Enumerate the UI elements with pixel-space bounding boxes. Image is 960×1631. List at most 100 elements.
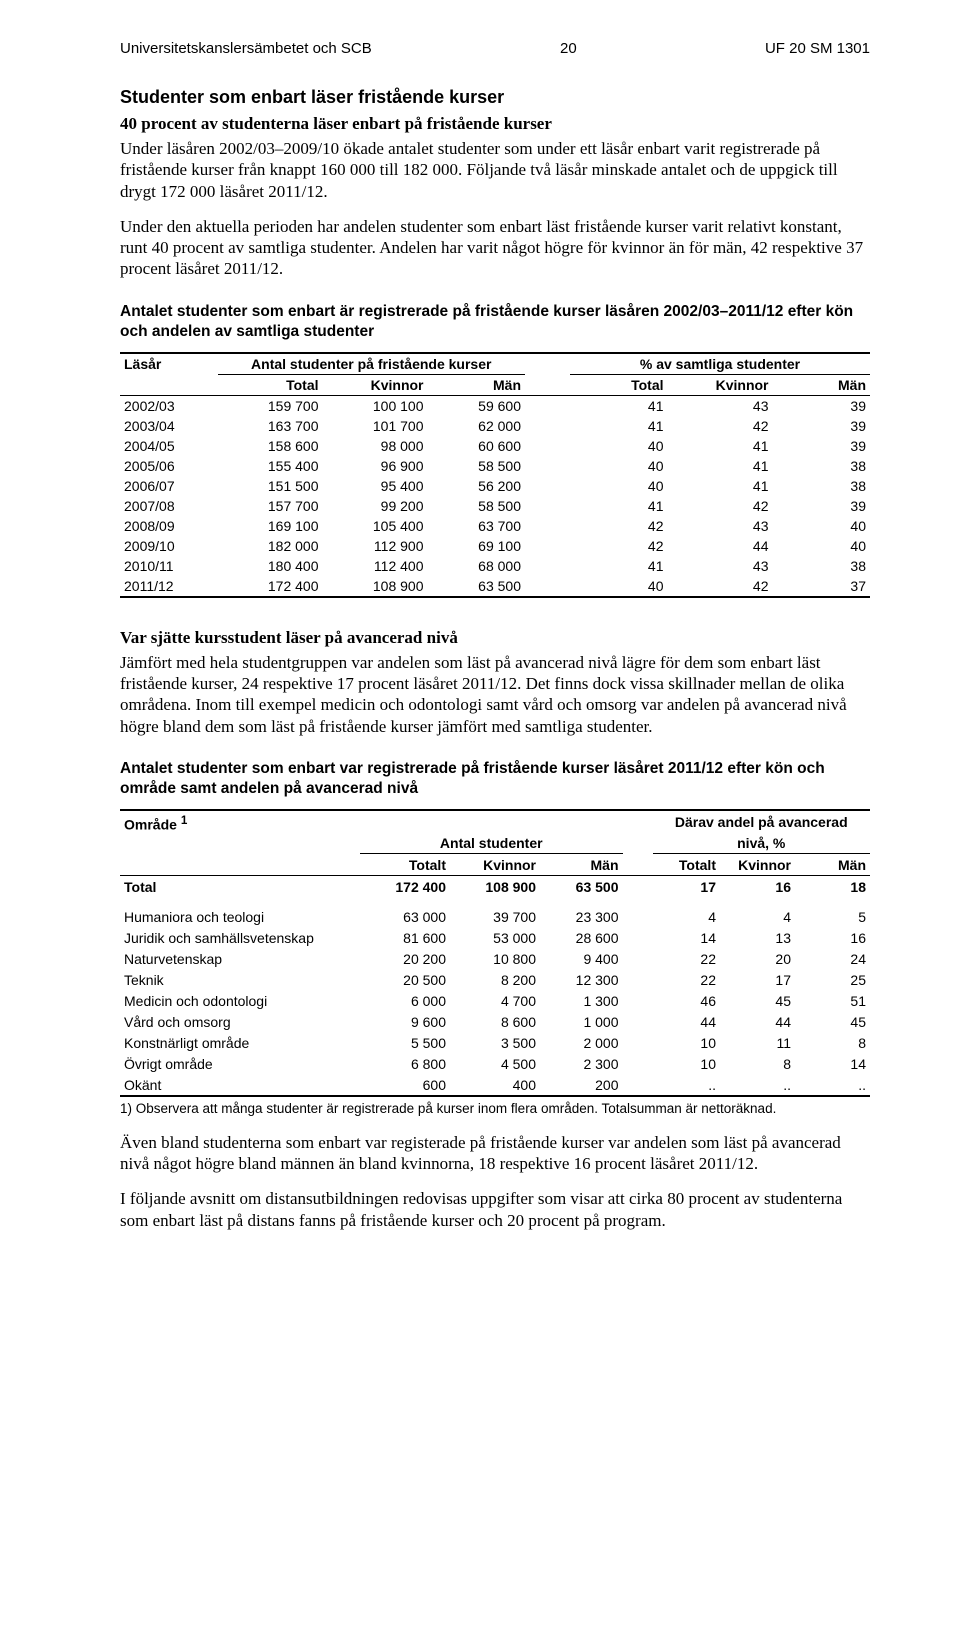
body-paragraph: Under den aktuella perioden har andelen … <box>120 216 870 280</box>
table-cell: 17 <box>720 969 795 990</box>
table-cell: 163 700 <box>218 416 323 436</box>
col-group-label: Antal studenter <box>360 810 623 854</box>
table-cell: 43 <box>668 395 773 416</box>
table-cell: Teknik <box>120 969 360 990</box>
table-cell: 158 600 <box>218 436 323 456</box>
table-cell: 43 <box>668 516 773 536</box>
table-cell: 108 900 <box>450 876 540 898</box>
section-heading: Studenter som enbart läser fristående ku… <box>120 87 870 108</box>
table-cell: Total <box>120 876 360 898</box>
table-cell: 11 <box>720 1032 795 1053</box>
table-cell: 44 <box>668 536 773 556</box>
page-header: Universitetskanslersämbetet och SCB 20 U… <box>120 40 870 57</box>
table-cell: 43 <box>668 556 773 576</box>
table-cell: 39 700 <box>450 906 540 927</box>
table-cell: 41 <box>570 556 668 576</box>
table-cell: 46 <box>653 990 721 1011</box>
table-cell: 157 700 <box>218 496 323 516</box>
table-cell: 3 500 <box>450 1032 540 1053</box>
body-paragraph: I följande avsnitt om distansutbildninge… <box>120 1188 870 1231</box>
sub-heading: Var sjätte kursstudent läser på avancera… <box>120 628 870 648</box>
table-cell: 41 <box>570 416 668 436</box>
table-cell <box>623 948 653 969</box>
table-cell: 41 <box>570 496 668 516</box>
table-cell <box>525 476 570 496</box>
table-cell: 69 100 <box>428 536 526 556</box>
table-cell: 2003/04 <box>120 416 218 436</box>
table-cell: 5 <box>795 906 870 927</box>
table-cell: 13 <box>720 927 795 948</box>
table-cell: 2007/08 <box>120 496 218 516</box>
table-cell: 38 <box>773 476 871 496</box>
table-cell: 10 <box>653 1032 721 1053</box>
subcol: Män <box>773 374 871 395</box>
table-cell: 41 <box>668 456 773 476</box>
table-cell: 51 <box>795 990 870 1011</box>
table-cell: 45 <box>720 990 795 1011</box>
table-cell: 105 400 <box>323 516 428 536</box>
table-cell: 39 <box>773 496 871 516</box>
table-cell: 8 <box>795 1032 870 1053</box>
table-cell: 600 <box>360 1074 450 1096</box>
table-heading: Antalet studenter som enbart var registr… <box>120 759 870 799</box>
table-cell: 6 800 <box>360 1053 450 1074</box>
table-cell: 16 <box>795 927 870 948</box>
table-cell: 400 <box>450 1074 540 1096</box>
table-frist-kurser: Läsår Antal studenter på fristående kurs… <box>120 352 870 598</box>
table-cell: 4 500 <box>450 1053 540 1074</box>
col-group-label: nivå, % <box>653 832 871 854</box>
table-cell: 63 500 <box>428 576 526 597</box>
table-cell: 41 <box>668 476 773 496</box>
table-cell: 42 <box>668 416 773 436</box>
table-cell: 81 600 <box>360 927 450 948</box>
table-cell: 38 <box>773 556 871 576</box>
body-paragraph: Under läsåren 2002/03–2009/10 ökade anta… <box>120 138 870 202</box>
subcol: Kvinnor <box>450 854 540 876</box>
col-label: Område 1 <box>120 810 360 854</box>
table-cell: Naturvetenskap <box>120 948 360 969</box>
table-cell: 37 <box>773 576 871 597</box>
table-cell: Vård och omsorg <box>120 1011 360 1032</box>
table-cell: 42 <box>570 516 668 536</box>
table-cell: 182 000 <box>218 536 323 556</box>
table-cell: 2 000 <box>540 1032 623 1053</box>
col-label-text: Område <box>124 816 181 832</box>
table-cell: 41 <box>570 395 668 416</box>
table-cell: .. <box>720 1074 795 1096</box>
table-cell: 2008/09 <box>120 516 218 536</box>
table-cell: 8 600 <box>450 1011 540 1032</box>
table-cell <box>623 906 653 927</box>
table-cell: .. <box>653 1074 721 1096</box>
table-row: 2004/05158 60098 00060 600404139 <box>120 436 870 456</box>
subcol: Män <box>540 854 623 876</box>
table-cell: 22 <box>653 969 721 990</box>
table-cell: 2004/05 <box>120 436 218 456</box>
table-cell <box>525 395 570 416</box>
table-cell: 58 500 <box>428 456 526 476</box>
table-cell <box>525 516 570 536</box>
table-cell: 96 900 <box>323 456 428 476</box>
table-cell: 42 <box>668 576 773 597</box>
table-cell: 99 200 <box>323 496 428 516</box>
col-group-label: % av samtliga studenter <box>570 353 870 375</box>
table-cell: 53 000 <box>450 927 540 948</box>
table-cell: 39 <box>773 436 871 456</box>
table-avancerad-niva: Område 1 Antal studenter Därav andel på … <box>120 809 870 1097</box>
table-cell: 98 000 <box>323 436 428 456</box>
table-cell: 10 <box>653 1053 721 1074</box>
body-paragraph: Jämfört med hela studentgruppen var ande… <box>120 652 870 737</box>
subcol: Total <box>218 374 323 395</box>
table-row: 2002/03159 700100 10059 600414339 <box>120 395 870 416</box>
table-cell: 95 400 <box>323 476 428 496</box>
table-cell: 42 <box>570 536 668 556</box>
table-cell: 16 <box>720 876 795 898</box>
table-heading: Antalet studenter som enbart är registre… <box>120 302 870 342</box>
table-cell: 60 600 <box>428 436 526 456</box>
table-cell: 42 <box>668 496 773 516</box>
table-cell <box>623 990 653 1011</box>
table-cell: 155 400 <box>218 456 323 476</box>
table-cell: Humaniora och teologi <box>120 906 360 927</box>
col-label-sup: 1 <box>181 814 187 827</box>
table-row: Total172 400108 90063 500171618 <box>120 876 870 898</box>
table-cell: .. <box>795 1074 870 1096</box>
